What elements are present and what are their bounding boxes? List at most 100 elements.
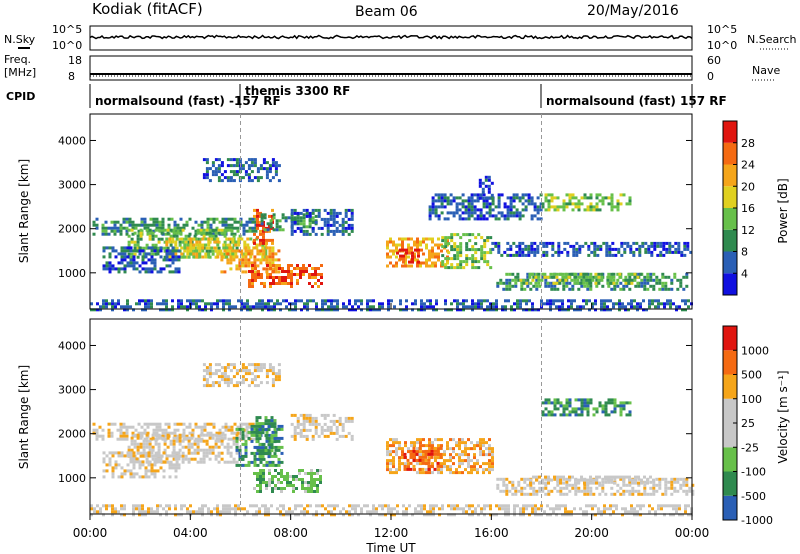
data-cell xyxy=(131,220,135,224)
data-cell xyxy=(351,308,354,312)
data-cell xyxy=(107,232,111,236)
data-cell xyxy=(476,196,480,200)
data-cell xyxy=(667,275,671,279)
data-cell xyxy=(610,401,614,405)
data-cell xyxy=(471,266,475,270)
data-cell xyxy=(570,305,573,309)
data-cell xyxy=(218,437,222,441)
data-cell xyxy=(235,381,239,385)
data-cell xyxy=(467,214,471,218)
data-cell xyxy=(550,413,554,417)
data-cell xyxy=(247,173,251,177)
data-cell xyxy=(175,439,179,443)
data-cell xyxy=(455,211,459,215)
data-cell xyxy=(565,407,569,411)
data-cell xyxy=(265,439,269,443)
data-cell xyxy=(424,461,428,465)
data-cell xyxy=(107,226,111,230)
data-cell xyxy=(99,305,102,309)
data-cell xyxy=(224,223,228,227)
data-cell xyxy=(232,234,236,238)
data-cell xyxy=(302,219,306,223)
data-cell xyxy=(433,452,437,456)
data-cell xyxy=(401,462,404,466)
data-cell xyxy=(591,278,595,282)
data-cell xyxy=(594,308,597,312)
data-cell xyxy=(516,305,519,309)
data-cell xyxy=(424,452,428,456)
data-cell xyxy=(299,276,302,279)
data-cell xyxy=(305,434,309,438)
data-cell xyxy=(583,489,587,493)
data-cell xyxy=(147,451,151,455)
data-cell xyxy=(174,451,178,455)
data-cell xyxy=(586,196,590,200)
data-cell xyxy=(136,442,140,446)
data-cell xyxy=(150,258,154,262)
data-cell xyxy=(102,264,106,268)
data-cell xyxy=(223,460,227,464)
data-cell xyxy=(179,226,183,230)
data-cell xyxy=(159,513,162,517)
data-cell xyxy=(132,463,136,467)
data-cell xyxy=(270,305,273,309)
data-cell xyxy=(495,513,498,517)
colorbar-tick-label: -500 xyxy=(741,490,766,503)
data-cell xyxy=(214,457,218,461)
data-cell xyxy=(661,284,665,288)
data-cell xyxy=(241,261,245,265)
data-cell xyxy=(407,255,410,259)
data-cell xyxy=(389,453,392,457)
data-cell xyxy=(285,299,288,303)
data-cell xyxy=(140,425,144,429)
data-cell xyxy=(314,431,318,435)
data-cell xyxy=(236,431,240,435)
data-cell xyxy=(582,299,585,303)
data-cell xyxy=(619,281,623,285)
data-cell xyxy=(232,255,236,259)
data-cell xyxy=(565,492,569,496)
data-cell xyxy=(437,193,441,197)
data-cell xyxy=(116,229,120,233)
data-cell xyxy=(268,258,272,262)
data-cell xyxy=(294,507,297,511)
data-cell xyxy=(538,481,541,485)
data-cell xyxy=(178,439,182,443)
data-cell xyxy=(317,273,320,276)
data-cell xyxy=(398,447,401,451)
data-cell xyxy=(419,264,422,268)
data-cell xyxy=(290,413,294,417)
data-cell xyxy=(272,282,275,285)
data-cell xyxy=(205,439,209,443)
data-cell xyxy=(173,226,177,230)
data-cell xyxy=(513,504,516,508)
data-cell xyxy=(256,448,260,452)
data-cell xyxy=(682,477,686,481)
data-cell xyxy=(99,510,102,514)
data-cell xyxy=(275,267,278,270)
data-cell xyxy=(198,507,201,511)
data-cell xyxy=(323,428,327,432)
data-cell xyxy=(102,475,106,479)
data-cell xyxy=(247,436,251,440)
data-cell xyxy=(264,428,268,432)
data-cell xyxy=(123,507,126,511)
data-cell xyxy=(187,439,191,443)
data-cell xyxy=(288,308,291,312)
data-cell xyxy=(151,433,155,437)
data-cell xyxy=(271,481,274,484)
data-cell xyxy=(487,184,491,188)
colorbar-tick-label: 20 xyxy=(741,180,755,193)
data-cell xyxy=(464,450,467,454)
data-cell xyxy=(571,407,575,411)
data-cell xyxy=(247,261,251,265)
data-cell xyxy=(412,452,416,456)
data-cell xyxy=(330,308,333,312)
data-cell xyxy=(392,462,395,466)
data-cell xyxy=(201,308,204,312)
data-cell xyxy=(616,489,620,493)
data-cell xyxy=(256,217,259,221)
data-cell xyxy=(152,422,156,426)
data-cell xyxy=(241,369,245,373)
data-cell xyxy=(589,489,593,493)
